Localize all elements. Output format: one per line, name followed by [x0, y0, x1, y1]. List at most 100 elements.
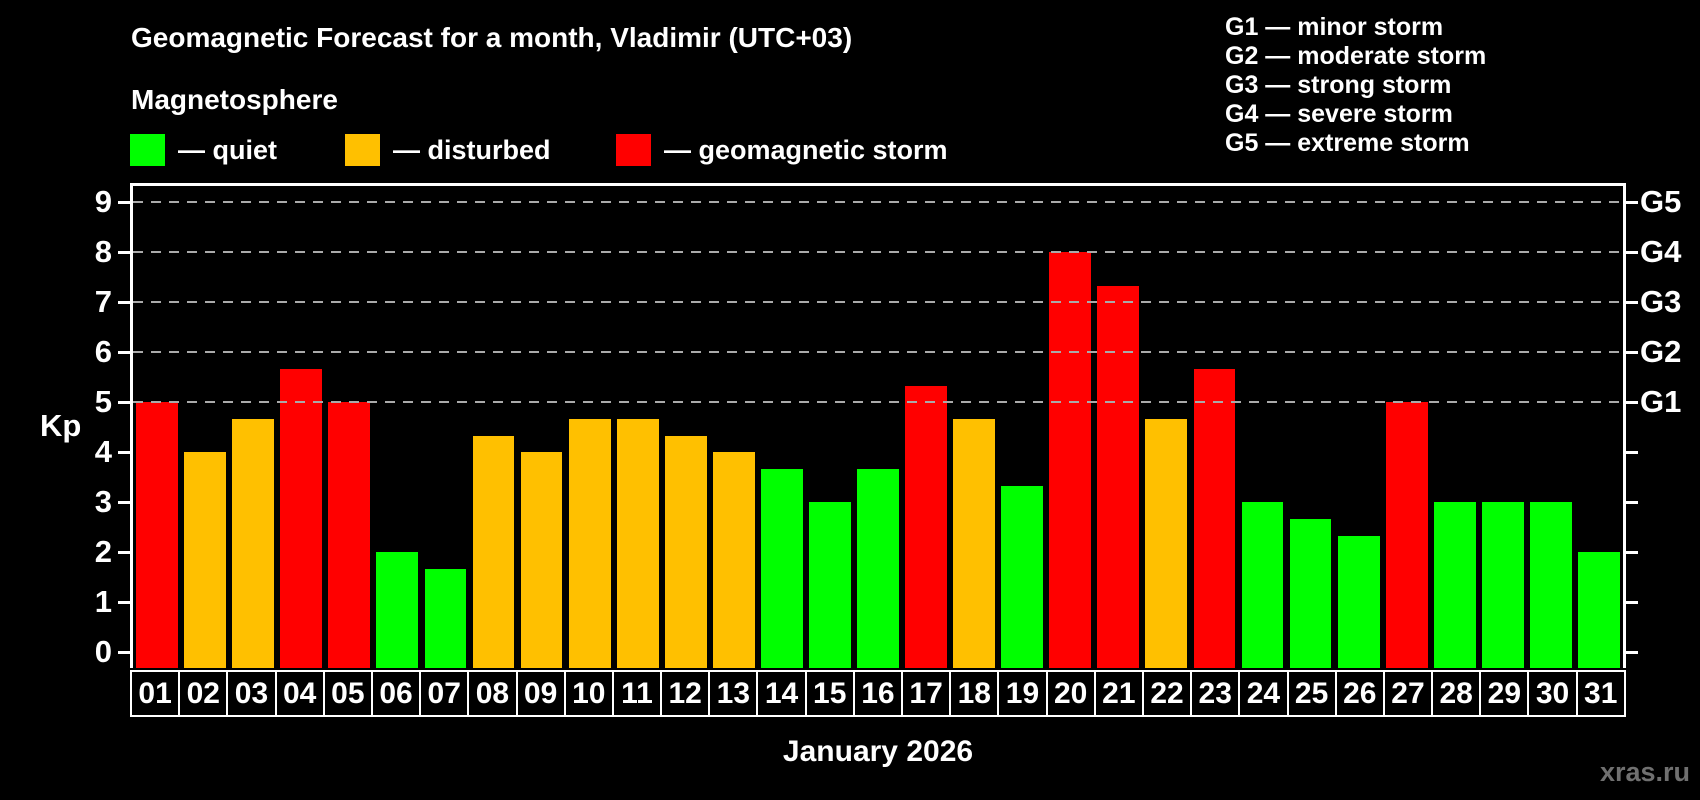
bar-slot	[950, 186, 998, 668]
day-cell-26: 26	[1334, 672, 1383, 715]
bar-slot	[854, 186, 902, 668]
kp-bar-day-08	[472, 435, 515, 668]
plot-area	[118, 183, 1638, 668]
bar-slot	[1431, 186, 1479, 668]
day-cell-23: 23	[1190, 672, 1238, 715]
kp-bar-day-24	[1241, 502, 1284, 668]
day-cell-15: 15	[804, 672, 853, 715]
day-cell-22: 22	[1141, 672, 1190, 715]
day-cell-09: 09	[515, 672, 564, 715]
kp-bar-day-14	[760, 468, 803, 668]
g-axis-label-G3: G3	[1640, 284, 1682, 319]
g-legend-line: G4 — severe storm	[1225, 100, 1453, 128]
day-cell-28: 28	[1431, 672, 1479, 715]
day-cell-13: 13	[708, 672, 756, 715]
grid-line-kp6	[133, 351, 1623, 353]
quiet-swatch	[130, 134, 165, 166]
kp-bar-day-28	[1433, 502, 1476, 668]
g-legend-line: G1 — minor storm	[1225, 13, 1444, 41]
day-cell-02: 02	[178, 672, 226, 715]
g-legend-line: G2 — moderate storm	[1225, 42, 1487, 70]
day-cell-07: 07	[419, 672, 467, 715]
day-cell-08: 08	[467, 672, 515, 715]
legend-item-disturbed: — disturbed	[345, 133, 551, 167]
bar-slot	[1142, 186, 1190, 668]
y-tick-label: 0	[94, 634, 112, 669]
y-tick-label: 3	[94, 484, 112, 519]
kp-bar-day-02	[184, 452, 226, 668]
bar-slot	[710, 186, 758, 668]
right-axis-tick	[1626, 301, 1638, 304]
kp-bar-day-27	[1385, 402, 1428, 668]
bar-slot	[902, 186, 950, 668]
x-axis-day-row: 01 02 03 04 05 06 07 08 09 10 11 12 13 14 15 16 17 18 19 20…	[130, 670, 1626, 717]
bar-slot	[1527, 186, 1575, 668]
g-axis-label-G1: G1	[1640, 384, 1682, 419]
y-tick-label: 5	[94, 384, 112, 419]
bar-slot	[806, 186, 854, 668]
kp-bar-day-10	[568, 418, 611, 668]
left-axis-tick	[118, 601, 130, 604]
day-cell-12: 12	[660, 672, 708, 715]
y-tick-label: 9	[94, 184, 112, 219]
bars-container	[133, 186, 1623, 668]
kp-bar-day-22	[1145, 418, 1188, 668]
day-cell-25: 25	[1286, 672, 1335, 715]
day-cell-10: 10	[563, 672, 612, 715]
kp-bar-day-12	[664, 435, 707, 668]
day-cell-24: 24	[1238, 672, 1286, 715]
day-cell-16: 16	[852, 672, 901, 715]
day-cell-03: 03	[226, 672, 274, 715]
kp-bar-day-05	[328, 402, 371, 668]
kp-bar-day-31	[1578, 552, 1620, 668]
y-tick-label: 2	[94, 534, 112, 569]
right-axis-tick	[1626, 251, 1638, 254]
bar-slot	[133, 186, 181, 668]
y-tick-label: 7	[94, 284, 112, 319]
g-axis-label-G5: G5	[1640, 184, 1682, 219]
kp-bar-day-07	[424, 568, 467, 668]
day-cell-18: 18	[949, 672, 997, 715]
bar-slot	[1094, 186, 1142, 668]
x-axis-title: January 2026	[782, 735, 974, 768]
right-axis-tick	[1626, 201, 1638, 204]
kp-bar-day-23	[1193, 368, 1236, 668]
kp-bar-day-13	[712, 452, 755, 668]
storm-swatch	[616, 134, 651, 166]
bar-slot	[662, 186, 710, 668]
kp-bar-day-30	[1529, 502, 1572, 668]
left-axis-tick	[118, 551, 130, 554]
kp-bar-day-01	[136, 402, 178, 668]
kp-bar-day-03	[232, 418, 275, 668]
right-axis-tick	[1626, 501, 1638, 504]
y-tick-label: 8	[94, 234, 112, 269]
g-legend-line: G3 — strong storm	[1225, 71, 1452, 99]
legend-label: — quiet	[178, 134, 277, 165]
bar-slot	[1287, 186, 1335, 668]
left-axis-tick	[118, 251, 130, 254]
day-cell-01: 01	[138, 676, 172, 710]
right-axis-tick	[1626, 601, 1638, 604]
g-axis-label-G4: G4	[1640, 234, 1682, 269]
bar-slot	[614, 186, 662, 668]
page-title: Geomagnetic Forecast for a month, Vladim…	[131, 22, 853, 53]
left-axis-tick	[118, 201, 130, 204]
legend-item-storm: — geomagnetic storm	[616, 133, 948, 167]
bar-slot	[421, 186, 469, 668]
right-axis-tick	[1626, 451, 1638, 454]
y-tick-label: 4	[94, 434, 112, 469]
kp-bar-day-09	[520, 452, 563, 668]
g-scale-legend: G1 — minor storm G2 — moderate storm G3 …	[1225, 13, 1486, 158]
kp-bar-day-29	[1481, 502, 1524, 668]
legend-item-quiet: — quiet	[130, 133, 277, 167]
bar-slot	[1383, 186, 1431, 668]
day-cell-31: 31	[1575, 672, 1624, 715]
kp-bar-day-17	[905, 385, 947, 668]
day-cell-06: 06	[370, 672, 419, 715]
day-cell-14: 14	[756, 672, 804, 715]
bar-slot	[566, 186, 614, 668]
right-axis-tick	[1626, 551, 1638, 554]
left-axis-tick	[118, 651, 130, 654]
bar-slot	[325, 186, 373, 668]
